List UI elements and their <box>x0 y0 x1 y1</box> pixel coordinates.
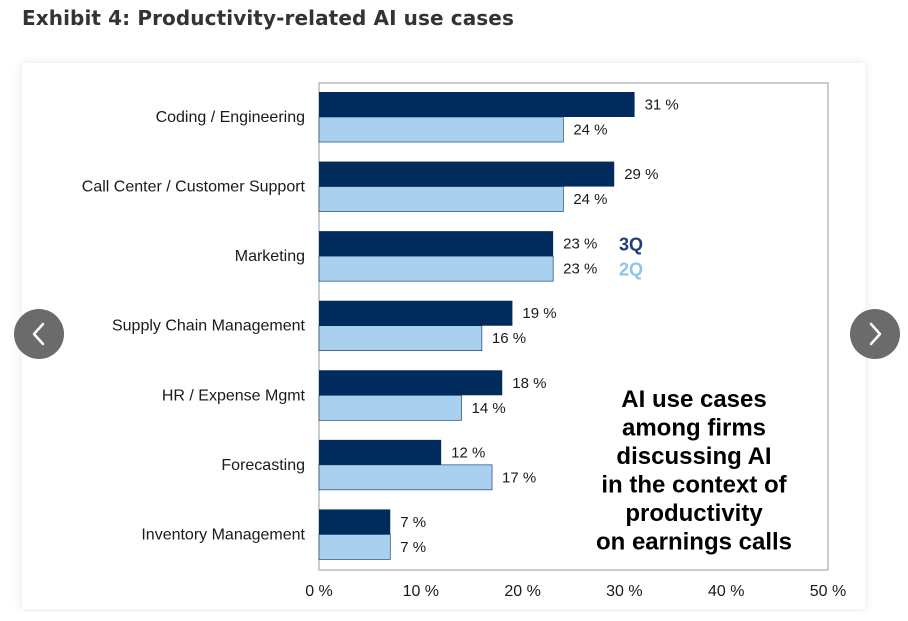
data-label-3q: 29 % <box>624 166 658 183</box>
category-label: Forecasting <box>221 457 305 474</box>
category-label: Supply Chain Management <box>112 318 306 335</box>
annotation-line: productivity <box>625 500 763 527</box>
bar-2q <box>318 394 462 421</box>
bar-3q <box>319 509 391 535</box>
category-label: Call Center / Customer Support <box>82 179 306 196</box>
chart-card: Coding / Engineering 31 % 24 % Call Center … <box>22 63 865 609</box>
carousel-next-button[interactable] <box>850 309 900 359</box>
caption-strip <box>22 612 865 621</box>
data-label-2q: 7 % <box>400 539 426 556</box>
data-label-2q: 16 % <box>492 330 526 347</box>
data-label-2q: 24 % <box>573 122 607 139</box>
annotation-line: AI use cases <box>621 386 766 413</box>
data-label-3q: 19 % <box>522 305 556 322</box>
bar-2q <box>318 464 493 491</box>
x-tick-label: 30 % <box>606 583 642 600</box>
chevron-left-icon <box>32 322 45 346</box>
data-label-3q: 23 % <box>563 236 597 253</box>
carousel-prev-button[interactable] <box>14 309 64 359</box>
bar-3q <box>319 231 554 257</box>
bar-3q <box>319 161 615 187</box>
annotation-line: discussing AI <box>616 443 771 470</box>
bar-3q <box>319 92 635 117</box>
annotation-line: among firms <box>622 415 766 442</box>
annotation-line: on earnings calls <box>596 529 792 556</box>
legend-3q: 3Q <box>619 235 643 255</box>
data-label-3q: 7 % <box>400 514 426 531</box>
data-label-3q: 31 % <box>645 97 679 114</box>
bar-2q <box>318 534 391 560</box>
chevron-right-icon <box>869 322 882 346</box>
x-tick-label: 50 % <box>810 583 846 600</box>
x-tick-label: 0 % <box>305 583 333 600</box>
page-title: Exhibit 4: Productivity-related AI use c… <box>22 6 514 30</box>
category-label: Coding / Engineering <box>156 109 305 126</box>
category-label: Marketing <box>235 248 305 265</box>
data-label-2q: 17 % <box>502 469 536 486</box>
bar-2q <box>318 325 483 352</box>
data-label-2q: 23 % <box>563 261 597 278</box>
x-tick-label: 10 % <box>403 583 439 600</box>
data-label-3q: 12 % <box>451 444 485 461</box>
category-label: HR / Expense Mgmt <box>162 387 306 404</box>
category-label: Inventory Management <box>141 526 305 543</box>
x-tick-label: 20 % <box>504 583 540 600</box>
x-tick-label: 40 % <box>708 583 744 600</box>
bar-3q <box>319 370 503 396</box>
annotation-line: in the context of <box>601 472 787 499</box>
bar-2q <box>318 116 564 143</box>
bar-3q <box>319 439 442 465</box>
legend-2q: 2Q <box>619 260 643 280</box>
data-label-2q: 14 % <box>472 400 506 417</box>
bar-2q <box>318 186 564 212</box>
bar-2q <box>318 255 554 282</box>
bar-3q <box>319 300 513 326</box>
data-label-3q: 18 % <box>512 375 546 392</box>
bar-chart: Coding / Engineering 31 % 24 % Call Center … <box>82 82 846 600</box>
data-label-2q: 24 % <box>573 191 607 208</box>
